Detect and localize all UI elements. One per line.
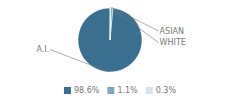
legend-item: 0.3% (146, 86, 177, 95)
legend-item: 1.1% (107, 86, 138, 95)
pie-slice (110, 8, 112, 40)
leader-line (50, 50, 108, 72)
leader-line (110, 7, 158, 42)
slice-label: WHITE (160, 38, 186, 47)
legend-swatch (107, 87, 114, 94)
legend-label: 1.1% (117, 86, 138, 95)
legend-label: 98.6% (74, 86, 100, 95)
slice-label: ASIAN (160, 27, 184, 36)
slice-label: A.I. (36, 45, 49, 54)
legend-swatch (64, 87, 71, 94)
leader-line (112, 7, 159, 31)
legend-swatch (146, 87, 153, 94)
chart: A.I. ASIAN WHITE 98.6% 1.1% 0.3% (0, 0, 240, 100)
legend-label: 0.3% (156, 86, 177, 95)
legend: 98.6% 1.1% 0.3% (64, 86, 176, 95)
legend-item: 98.6% (64, 86, 100, 95)
slice-labels: A.I. ASIAN WHITE (36, 7, 185, 72)
pie-slice (110, 8, 113, 40)
